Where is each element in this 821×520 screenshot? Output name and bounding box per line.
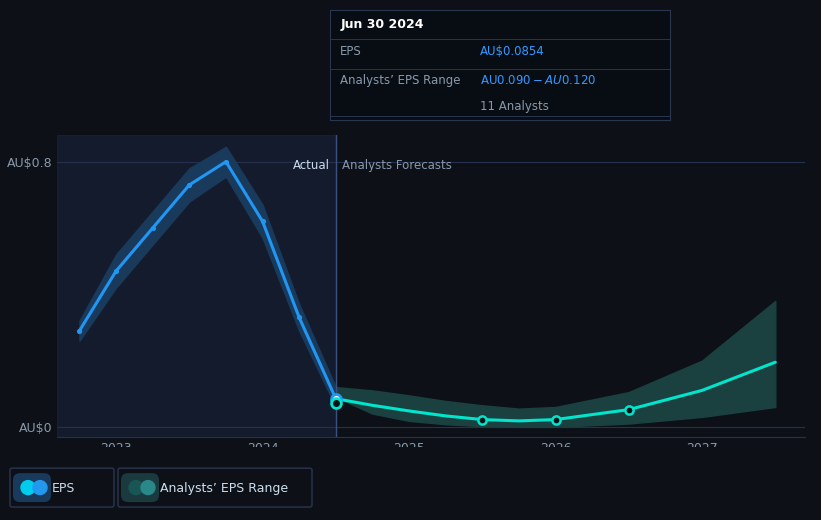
FancyBboxPatch shape xyxy=(118,468,312,507)
Point xyxy=(146,224,159,232)
Text: Jun 30 2024: Jun 30 2024 xyxy=(340,18,424,31)
Circle shape xyxy=(33,480,47,495)
Text: Analysts Forecasts: Analysts Forecasts xyxy=(342,159,452,172)
Point xyxy=(549,415,562,424)
Point xyxy=(109,267,122,275)
Point xyxy=(219,158,232,166)
Circle shape xyxy=(21,480,35,495)
FancyBboxPatch shape xyxy=(121,473,159,502)
Circle shape xyxy=(141,480,155,495)
Point xyxy=(292,314,305,322)
FancyBboxPatch shape xyxy=(10,468,114,507)
Text: Actual: Actual xyxy=(293,159,330,172)
Text: Analysts’ EPS Range: Analysts’ EPS Range xyxy=(340,74,461,87)
Point xyxy=(329,399,342,407)
Point xyxy=(329,395,342,403)
FancyBboxPatch shape xyxy=(13,473,51,502)
Point xyxy=(329,395,342,403)
Text: EPS: EPS xyxy=(52,482,76,495)
Point xyxy=(622,406,635,414)
Circle shape xyxy=(129,480,143,495)
Point xyxy=(256,217,269,226)
Point xyxy=(475,415,488,424)
Point xyxy=(73,327,86,335)
Text: AU$0.090 - AU$0.120: AU$0.090 - AU$0.120 xyxy=(479,74,596,87)
Bar xyxy=(57,135,336,437)
Text: 11 Analysts: 11 Analysts xyxy=(479,100,548,113)
Text: AU$0.0854: AU$0.0854 xyxy=(479,45,544,58)
Text: EPS: EPS xyxy=(340,45,362,58)
Point xyxy=(183,181,196,189)
Text: Analysts’ EPS Range: Analysts’ EPS Range xyxy=(160,482,288,495)
